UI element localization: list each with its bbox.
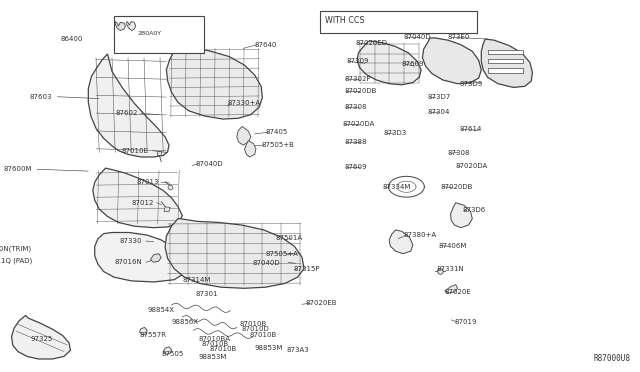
Text: 87302P: 87302P: [344, 76, 371, 82]
Text: 87040D: 87040D: [195, 161, 223, 167]
Text: 87020DA: 87020DA: [456, 163, 488, 169]
Text: 87640: 87640: [255, 42, 277, 48]
Text: 87557R: 87557R: [140, 332, 166, 338]
Bar: [488, 50, 523, 54]
Text: 87020DB: 87020DB: [344, 88, 377, 94]
Polygon shape: [244, 141, 256, 157]
Polygon shape: [451, 203, 472, 228]
Polygon shape: [150, 254, 161, 262]
Text: 2B0A0Y: 2B0A0Y: [138, 31, 162, 36]
Text: 98856X: 98856X: [172, 319, 198, 325]
Text: 873A3: 873A3: [287, 347, 310, 353]
Text: 87609: 87609: [402, 61, 424, 67]
Text: 87609: 87609: [344, 164, 367, 170]
Text: 87308: 87308: [344, 104, 367, 110]
Text: 87010B: 87010B: [250, 332, 277, 338]
Bar: [488, 59, 523, 63]
Text: 87330+A: 87330+A: [228, 100, 261, 106]
Text: WITH CCS: WITH CCS: [325, 16, 365, 25]
Text: 87040D: 87040D: [403, 34, 431, 40]
Polygon shape: [12, 315, 70, 359]
Text: 97325: 97325: [31, 336, 52, 342]
Bar: [488, 68, 523, 73]
Text: 87315P: 87315P: [293, 266, 319, 272]
Text: 87331N: 87331N: [436, 266, 464, 272]
Text: 87501A: 87501A: [275, 235, 302, 241]
Text: 98854X: 98854X: [147, 307, 174, 312]
Text: 87020DA: 87020DA: [342, 121, 374, 126]
Bar: [320, 11, 477, 33]
Polygon shape: [422, 38, 481, 84]
Text: 87600M: 87600M: [3, 166, 32, 172]
Polygon shape: [127, 22, 136, 31]
Text: 87320N(TRIM): 87320N(TRIM): [0, 246, 32, 253]
Text: 87505: 87505: [161, 351, 184, 357]
Text: 87603: 87603: [30, 94, 52, 100]
Text: 87020EB: 87020EB: [306, 300, 337, 306]
Text: 87010D: 87010D: [242, 326, 269, 332]
Text: 87405: 87405: [266, 129, 288, 135]
Text: 87304: 87304: [428, 109, 450, 115]
Text: 87010B: 87010B: [202, 341, 229, 347]
Polygon shape: [389, 230, 413, 254]
Polygon shape: [95, 232, 182, 282]
Text: 87308: 87308: [448, 150, 470, 156]
Text: 87020DB: 87020DB: [440, 184, 473, 190]
Text: 87020E: 87020E: [445, 289, 472, 295]
Text: 87020ED: 87020ED: [355, 40, 387, 46]
Polygon shape: [165, 219, 304, 288]
Polygon shape: [166, 45, 262, 119]
Text: 87388: 87388: [344, 139, 367, 145]
Text: 86400: 86400: [61, 36, 83, 42]
Text: 87330: 87330: [120, 238, 142, 244]
Polygon shape: [88, 54, 169, 157]
Text: 87010B: 87010B: [240, 321, 268, 327]
Text: 87012: 87012: [131, 200, 154, 206]
Text: 87406M: 87406M: [438, 243, 467, 248]
Text: 87505+B: 87505+B: [261, 142, 294, 148]
Polygon shape: [237, 126, 251, 145]
Text: 87010B: 87010B: [210, 346, 237, 352]
Text: 87314M: 87314M: [182, 277, 211, 283]
Text: 98853M: 98853M: [255, 345, 283, 351]
Text: 873D7: 873D7: [428, 94, 451, 100]
Text: 87301: 87301: [195, 291, 218, 297]
Text: 87380+A: 87380+A: [403, 232, 436, 238]
Text: 87010E: 87010E: [122, 148, 148, 154]
Text: 87602: 87602: [115, 110, 138, 116]
Text: 87040D: 87040D: [253, 260, 280, 266]
Text: 98853M: 98853M: [198, 354, 227, 360]
Polygon shape: [140, 327, 147, 335]
Text: 87614: 87614: [460, 126, 482, 132]
Polygon shape: [357, 41, 421, 85]
Text: 87013: 87013: [136, 179, 159, 185]
Text: 87505+A: 87505+A: [266, 251, 298, 257]
Polygon shape: [481, 39, 532, 87]
Polygon shape: [115, 22, 125, 31]
Text: 873E0: 873E0: [448, 34, 470, 40]
Text: 873D3: 873D3: [384, 130, 407, 136]
Text: 873D6: 873D6: [462, 207, 485, 213]
Bar: [164, 207, 170, 212]
Text: 873D9: 873D9: [460, 81, 483, 87]
Text: 87019: 87019: [454, 319, 477, 325]
Text: 87309: 87309: [347, 58, 369, 64]
Text: R87000U8: R87000U8: [593, 354, 630, 363]
Text: 87311Q (PAD): 87311Q (PAD): [0, 257, 32, 264]
Polygon shape: [93, 168, 182, 228]
Bar: [114, 16, 204, 53]
Text: 87016N: 87016N: [115, 259, 142, 265]
Polygon shape: [163, 347, 172, 354]
Polygon shape: [445, 285, 458, 293]
Text: 87010BA: 87010BA: [198, 336, 230, 341]
Text: 87334M: 87334M: [383, 184, 411, 190]
